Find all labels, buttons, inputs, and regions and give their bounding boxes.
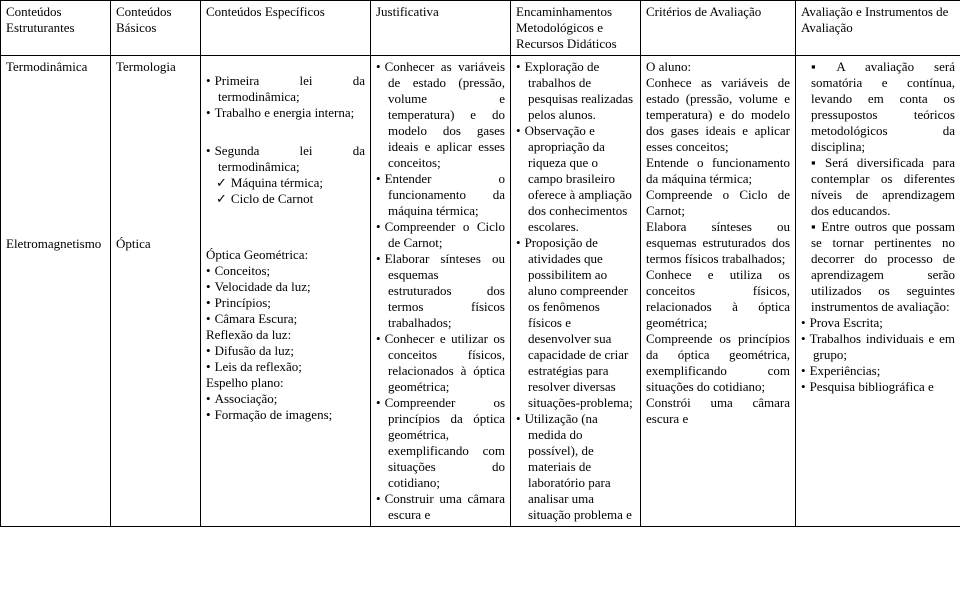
just-p6: Compreender os princípios da óptica geom… [376, 395, 505, 491]
aval-s2: Será diversificada para contemplar os di… [811, 155, 955, 219]
header-especificos: Conteúdos Específicos [201, 1, 371, 56]
aval-d4: Pesquisa bibliográfica e [801, 379, 955, 395]
item-maquina-termica: Máquina térmica; [216, 175, 365, 191]
item-trabalho-energia: Trabalho e energia interna; [206, 105, 365, 121]
cell-encaminhamentos: Exploração de trabalhos de pesquisas rea… [511, 56, 641, 527]
list-justificativa: Conhecer as variáveis de estado (pressão… [376, 59, 505, 523]
list-aval-dot: Prova Escrita; Trabalhos individuais e e… [801, 315, 955, 395]
aval-d3: Experiências; [801, 363, 955, 379]
list-optica: Conceitos; Velocidade da luz; Princípios… [206, 263, 365, 327]
crit-l7: Constrói uma câmara escura e [646, 395, 790, 427]
item-difusao: Difusão da luz; [206, 343, 365, 359]
item-velocidade-luz: Velocidade da luz; [206, 279, 365, 295]
enc-p2: Observação e apropriação da riqueza que … [516, 123, 635, 235]
cell-estruturantes: Termodinâmica Eletromagnetismo [1, 56, 111, 527]
header-justificativa: Justificativa [371, 1, 511, 56]
cell-basicos: Termologia Óptica [111, 56, 201, 527]
heading-espelho: Espelho plano: [206, 375, 365, 391]
item-formacao-imagens: Formação de imagens; [206, 407, 365, 423]
crit-l6: Compreende os princípios da óptica geomé… [646, 331, 790, 395]
list-termo: Primeira lei da termodinâmica; Trabalho … [206, 73, 365, 121]
aval-s1: A avaliação será somatória e contínua, l… [811, 59, 955, 155]
cell-especificos: Primeira lei da termodinâmica; Trabalho … [201, 56, 371, 527]
body-row: Termodinâmica Eletromagnetismo Termologi… [1, 56, 960, 527]
header-criterios: Critérios de Avaliação [641, 1, 796, 56]
list-check: Máquina térmica; Ciclo de Carnot [206, 175, 365, 207]
enc-p1: Exploração de trabalhos de pesquisas rea… [516, 59, 635, 123]
list-espelho: Associação; Formação de imagens; [206, 391, 365, 423]
header-basicos: Conteúdos Básicos [111, 1, 201, 56]
crit-l3: Compreende o Ciclo de Carnot; [646, 187, 790, 219]
text-termologia: Termologia [116, 59, 195, 75]
list-reflexao: Difusão da luz; Leis da reflexão; [206, 343, 365, 375]
header-estruturantes: Conteúdos Estruturantes [1, 1, 111, 56]
just-p3: Compreender o Ciclo de Carnot; [376, 219, 505, 251]
item-principios: Princípios; [206, 295, 365, 311]
just-p2: Entender o funcionamento da máquina térm… [376, 171, 505, 219]
crit-l1: Conhece as variáveis de estado (pressão,… [646, 75, 790, 155]
crit-l2: Entende o funcionamento da máquina térmi… [646, 155, 790, 187]
text-optica: Óptica [116, 236, 195, 252]
heading-reflexao: Reflexão da luz: [206, 327, 365, 343]
item-carnot: Ciclo de Carnot [216, 191, 365, 207]
item-conceitos: Conceitos; [206, 263, 365, 279]
item-primeira-lei: Primeira lei da termodinâmica; [206, 73, 365, 105]
aval-s3: Entre outros que possam se tornar pertin… [811, 219, 955, 315]
list-encaminhamentos: Exploração de trabalhos de pesquisas rea… [516, 59, 635, 523]
crit-l4: Elabora sínteses ou esquemas estruturado… [646, 219, 790, 267]
heading-optica-geo: Óptica Geométrica: [206, 247, 365, 263]
crit-lead: O aluno: [646, 59, 790, 75]
aval-d1: Prova Escrita; [801, 315, 955, 331]
aval-d2: Trabalhos individuais e em grupo; [801, 331, 955, 363]
cell-criterios: O aluno: Conhece as variáveis de estado … [641, 56, 796, 527]
cell-avaliacao: A avaliação será somatória e contínua, l… [796, 56, 960, 527]
cell-justificativa: Conhecer as variáveis de estado (pressão… [371, 56, 511, 527]
header-row: Conteúdos Estruturantes Conteúdos Básico… [1, 1, 960, 56]
text-eletromagnetismo: Eletromagnetismo [6, 236, 105, 252]
list-aval-square: A avaliação será somatória e contínua, l… [801, 59, 955, 315]
text-termodinamica: Termodinâmica [6, 59, 105, 75]
header-encaminhamentos: Encaminhamentos Metodológicos e Recursos… [511, 1, 641, 56]
item-associacao: Associação; [206, 391, 365, 407]
crit-l5: Conhece e utiliza os conceitos físicos, … [646, 267, 790, 331]
header-avaliacao: Avaliação e Instrumentos de Avaliação [796, 1, 960, 56]
enc-p3: Proposição de atividades que possibilite… [516, 235, 635, 411]
item-camara-escura: Câmara Escura; [206, 311, 365, 327]
just-p5: Conhecer e utilizar os conceitos físicos… [376, 331, 505, 395]
enc-p4: Utilização (na medida do possível), de m… [516, 411, 635, 523]
list-termo2: Segunda lei da termodinâmica; [206, 143, 365, 175]
just-p4: Elaborar sínteses ou esquemas estruturad… [376, 251, 505, 331]
just-p1: Conhecer as variáveis de estado (pressão… [376, 59, 505, 171]
item-leis-reflexao: Leis da reflexão; [206, 359, 365, 375]
item-segunda-lei: Segunda lei da termodinâmica; [206, 143, 365, 175]
curriculum-table: Conteúdos Estruturantes Conteúdos Básico… [0, 0, 960, 527]
just-p7: Construir uma câmara escura e [376, 491, 505, 523]
